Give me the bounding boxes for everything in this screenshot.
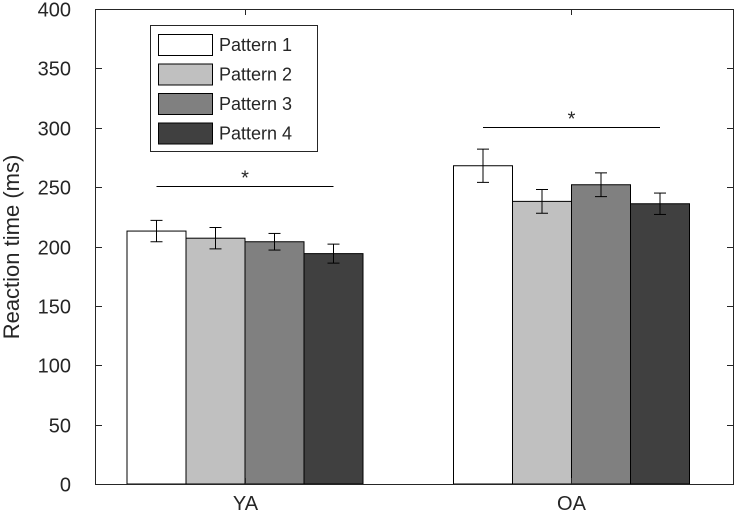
y-axis-label: Reaction time (ms) (0, 155, 24, 340)
legend-swatch-pattern-1 (158, 34, 213, 56)
legend-label-pattern-2: Pattern 2 (219, 65, 292, 85)
x-axis: YA OA (233, 9, 587, 515)
legend-swatch-pattern-4 (158, 122, 213, 145)
bar-ya-pattern-3 (244, 241, 305, 485)
y-tick-label: 200 (38, 238, 71, 260)
x-tick-label-oa: OA (557, 493, 587, 515)
x-tick-label-ya: YA (233, 493, 259, 515)
bar-ya-pattern-4 (303, 253, 364, 485)
y-tick-label: 400 (38, 0, 71, 22)
y-tick-label: 0 (60, 475, 71, 497)
bar-oa-pattern-3 (571, 184, 631, 485)
legend-swatch-pattern-2 (158, 63, 213, 86)
legend-label-pattern-3: Pattern 3 (219, 94, 292, 114)
legend-swatch-pattern-3 (158, 93, 213, 115)
bar-ya-pattern-2 (185, 237, 246, 485)
y-tick-label: 350 (38, 59, 71, 81)
bar-ya-pattern-1 (126, 230, 187, 485)
y-tick-label: 50 (49, 416, 71, 438)
errorbars-layer (150, 148, 666, 264)
y-tick-label: 250 (38, 178, 71, 200)
bar-oa-pattern-1 (453, 165, 513, 485)
bar-oa-pattern-2 (512, 200, 572, 485)
significance-marker-oa: * (568, 109, 576, 131)
y-axis: 0 50 100 150 200 250 300 350 400 (38, 0, 733, 497)
legend-label-pattern-4: Pattern 4 (219, 124, 292, 144)
legend-label-pattern-1: Pattern 1 (219, 35, 292, 55)
significance-layer: ** (156, 109, 660, 190)
bars-layer (126, 165, 690, 485)
y-tick-label: 300 (38, 119, 71, 141)
y-tick-label: 150 (38, 297, 71, 319)
bar-oa-pattern-4 (630, 203, 690, 485)
significance-marker-ya: * (241, 168, 249, 190)
y-tick-label: 100 (38, 356, 71, 378)
legend: Pattern 1 Pattern 2 Pattern 3 Pattern 4 (150, 25, 318, 152)
